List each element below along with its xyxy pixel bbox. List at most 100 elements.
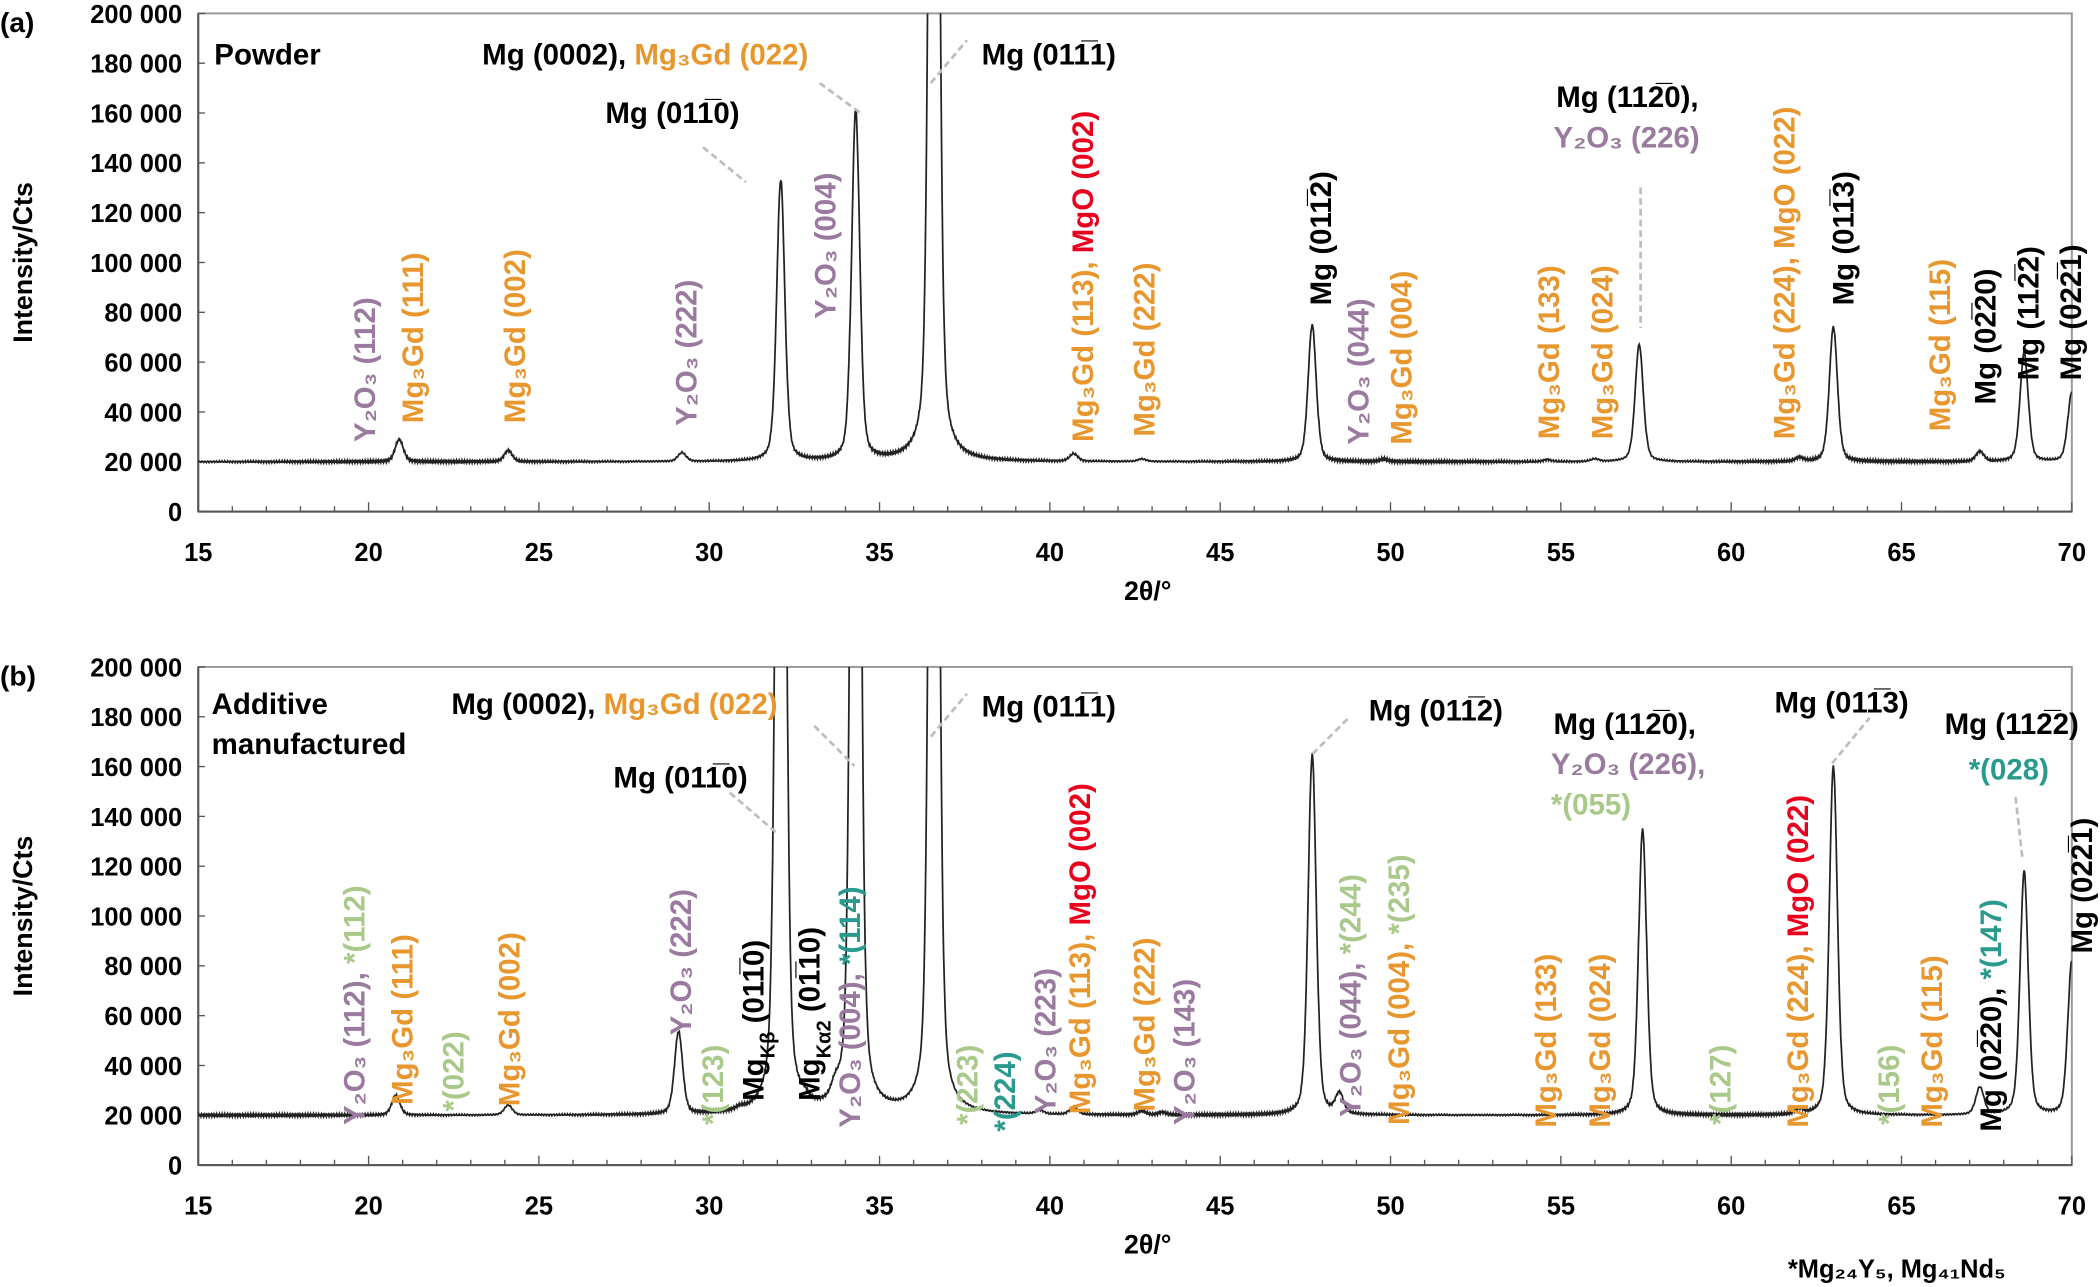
peak-annotation: Y₂O₃ (112), *(112): [338, 885, 371, 1125]
y-tick-label: 0: [168, 499, 182, 527]
peak-annotation: MgKβ (011̅0): [737, 940, 779, 1101]
x-tick-label: 65: [1887, 539, 1915, 567]
label-segment: Mg₃Gd (115): [1916, 955, 1949, 1127]
peak-annotation: Mg₃Gd (224), MgO (022): [1769, 107, 1802, 440]
label-segment: Mg₃Gd (115): [1924, 259, 1957, 431]
label-segment: Mg₃Gd (024): [1584, 954, 1617, 1128]
label-segment: Mg₃Gd (022): [604, 688, 778, 721]
panel-label: (b): [0, 661, 36, 692]
label-segment: *(123): [697, 1045, 730, 1125]
label-segment: Y₂O₃ (222): [665, 889, 698, 1035]
peak-annotation: *(156): [1873, 1045, 1906, 1125]
diffraction-pattern-line: [198, 666, 2072, 1120]
leader-line: [929, 39, 968, 84]
y-tick-label: 120 000: [90, 200, 182, 228]
peak-annotation: Additive: [212, 688, 328, 721]
peak-annotation: Y₂O₃ (004), *(114): [834, 886, 867, 1127]
x-tick-label: 55: [1547, 539, 1575, 567]
x-tick-label: 60: [1717, 539, 1745, 567]
peak-annotation: Mg (02̅20), *(147): [1975, 899, 2008, 1131]
peak-annotation: Mg₃Gd (024): [1584, 954, 1617, 1128]
y-tick-label: 180 000: [90, 51, 182, 79]
peak-annotation: Mg₃Gd (222): [1128, 263, 1161, 437]
peak-annotation: Y₂O₃ (226),: [1551, 748, 1705, 781]
label-segment: Mg (022̅1): [2055, 244, 2088, 380]
leader-line: [929, 692, 968, 738]
label-segment: *(055): [1551, 788, 1631, 821]
label-segment: Mg (112̅0),: [1554, 708, 1696, 741]
label-segment: Mg₃Gd (224), MgO (022): [1769, 107, 1802, 440]
peak-annotation: Mg₃Gd (004): [1386, 271, 1419, 445]
peak-annotation: Mg (0002), Mg₃Gd (022): [451, 688, 777, 721]
y-tick-label: 140 000: [90, 150, 182, 178]
x-tick-label: 40: [1036, 539, 1064, 567]
peak-annotation: Mg₃Gd (111): [387, 934, 420, 1105]
peak-annotation: Mg₃Gd (113), MgO (002): [1064, 783, 1097, 1114]
y-axis-title: Intensity/Cts: [8, 836, 38, 997]
label-segment: Mg (0002),: [451, 688, 603, 721]
label-segment: Mg (011̅2): [1369, 695, 1503, 728]
peak-annotation: Y₂O₃ (112): [349, 297, 382, 442]
y-tick-label: 20 000: [104, 1103, 182, 1131]
x-tick-label: 60: [1717, 1193, 1745, 1221]
peak-annotation: Mg (011̅2): [1305, 171, 1338, 305]
x-tick-label: 35: [865, 1193, 893, 1221]
peak-annotation: *(123): [697, 1045, 730, 1125]
label-segment: Mg₃Gd (133): [1530, 954, 1563, 1128]
x-tick-label: 20: [354, 539, 382, 567]
y-tick-label: 0: [168, 1153, 182, 1181]
label-segment: Mg (0002),: [482, 38, 634, 71]
y-tick-label: 120 000: [90, 854, 182, 882]
x-tick-label: 65: [1887, 1193, 1915, 1221]
label-segment: Y₂O₃ (044),: [1335, 954, 1368, 1117]
y-tick-label: 60 000: [104, 1003, 182, 1031]
label-segment: *Mg₂₄Y₅, Mg₄₁Nd₅: [1788, 1256, 2006, 1284]
label-segment: Mg₃Gd (113),: [1064, 926, 1097, 1115]
label-segment: Mg (112̅2): [2012, 246, 2045, 380]
y-tick-label: 160 000: [90, 754, 182, 782]
peak-annotation: Mg₃Gd (115): [1916, 955, 1949, 1127]
peak-annotation: Mg₃Gd (024): [1586, 265, 1619, 439]
peak-annotation: Mg (011̅1): [982, 38, 1116, 71]
peak-annotation: Mg (011̅0): [605, 97, 739, 130]
label-segment: Y₂O₃ (226),: [1551, 748, 1705, 781]
peak-annotation: Y₂O₃ (223): [1029, 968, 1062, 1114]
y-tick-label: 200 000: [90, 1, 182, 29]
peak-annotation: Mg₃Gd (115): [1924, 259, 1957, 431]
peak-annotation: Mg (022̅1): [2066, 818, 2099, 954]
x-tick-label: 15: [184, 1193, 212, 1221]
leader-line: [1311, 715, 1351, 755]
label-segment: Mg (112̅0),: [1556, 81, 1698, 114]
label-segment: Additive: [212, 688, 328, 721]
peak-annotation: Mg (011̅0): [613, 761, 747, 794]
panel-b-additive-manufactured: 15 20 25 30 35 40 45 50 55 60 65 70 0 20 000 40 000 60 …: [0, 654, 2099, 1259]
peak-annotation: Y₂O₃ (226): [1554, 121, 1700, 154]
peak-annotation: Mg₃Gd (222): [1128, 938, 1161, 1112]
y-tick-label: 140 000: [90, 804, 182, 832]
label-segment: *(244): [1335, 874, 1368, 954]
y-tick-label: 40 000: [104, 1053, 182, 1081]
label-segment: Mg₃Gd (004): [1386, 271, 1419, 445]
x-tick-label: 30: [695, 1193, 723, 1221]
label-segment: Y₂O₃ (223): [1029, 968, 1062, 1114]
label-segment: *(022): [437, 1031, 470, 1111]
label-segment: Mg₃Gd (002): [494, 932, 527, 1106]
label-segment: Y₂O₃ (004),: [834, 965, 867, 1128]
label-segment: Mg (011̅0): [605, 97, 739, 130]
y-tick-label: 80 000: [104, 953, 182, 981]
label-segment: (011̅0): [737, 940, 770, 1032]
label-segment: Y₂O₃ (004): [810, 173, 843, 319]
peak-annotation: Y₂O₃ (222): [665, 889, 698, 1035]
x-tick-label: 50: [1376, 1193, 1404, 1221]
x-tick-label: 30: [695, 539, 723, 567]
peak-annotation: Mg (0002), Mg₃Gd (022): [482, 38, 808, 71]
x-tick-label: 40: [1036, 1193, 1064, 1221]
label-segment: Mg₃Gd (224),: [1782, 937, 1815, 1127]
y-tick-label: 60 000: [104, 350, 182, 378]
peak-annotation: Mg (112̅2): [1945, 708, 2079, 741]
label-segment: *(147): [1975, 899, 2008, 979]
peak-annotation: MgKα2 (01̅10): [794, 927, 836, 1101]
peak-annotation: Mg (011̅1): [982, 690, 1116, 723]
label-segment: Mg (02̅20),: [1975, 979, 2008, 1131]
label-segment: Mg₃Gd (022): [634, 38, 808, 71]
